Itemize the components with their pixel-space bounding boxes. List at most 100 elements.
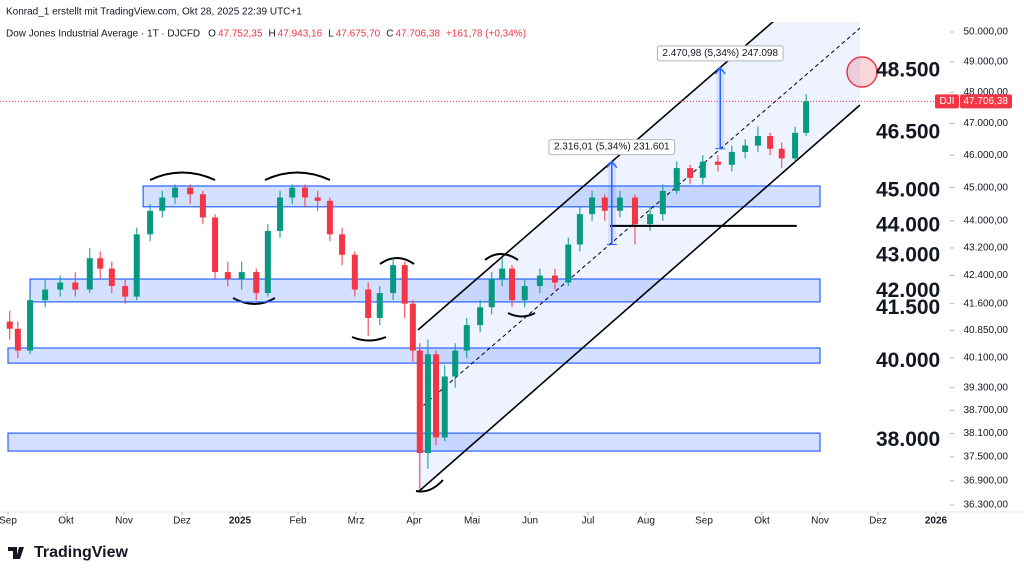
candle-body [631,197,638,225]
candle-body [589,197,596,215]
level-label: 42.000 [876,279,940,302]
candle-body [687,168,694,178]
measure-box [548,139,676,156]
y-tick-label: 39.300,00 [964,382,1009,393]
x-tick-label: Feb [289,516,307,527]
level-label: 43.000 [876,244,940,267]
arrow-head [714,66,726,75]
y-tick-label: 41.600,00 [964,298,1009,309]
candle-body [416,350,423,454]
logo: TradingView [8,544,129,561]
candle-body [199,194,206,218]
arc [351,336,387,342]
candle-body [536,275,543,287]
channel-fill [418,22,861,493]
candle-body [792,132,799,159]
x-tick-label: Sep [0,516,17,527]
ohlc-label: C [386,29,393,40]
candle-body [253,272,260,294]
x-tick-label: Jul [582,516,595,527]
candle-body [728,151,735,165]
candle-body [289,187,296,198]
candle-body [477,307,484,326]
candle-body [452,350,459,377]
y-tick-label: 40.850,00 [964,325,1009,336]
candle-body [238,272,245,280]
price-tag-text: 47.706,38 [964,96,1009,107]
candle-body [108,268,115,287]
arc [507,312,536,318]
level-label: 44.000 [876,213,940,236]
candle-body [742,145,749,152]
channel-lower [417,104,861,493]
measure-label: 2.470,98 (5,34%) 247.098 [662,48,778,59]
level-label: 38.000 [876,428,940,451]
candle-body [264,230,271,294]
symbol: Dow Jones Industrial Average · 1T · DJCF… [6,29,200,40]
candle-body [172,187,179,198]
candle-body [6,321,13,329]
channel-upper [417,22,774,331]
candle-body [803,101,810,133]
x-tick-label: Aug [637,516,655,527]
arc [379,257,415,265]
price-tag-symbol-text: DJI [940,96,955,107]
zone [29,278,821,303]
y-tick-label: 50.000,00 [964,27,1009,38]
x-tick-label: Apr [406,516,422,527]
candle-body [647,214,654,225]
y-tick-label: 43.200,00 [964,243,1009,254]
x-tick-label: Jun [522,516,538,527]
level-label: 48.500 [876,58,940,81]
candle-body [314,197,321,201]
candle-body [57,282,64,290]
y-tick-label: 49.000,00 [964,56,1009,67]
candle-body [14,328,21,351]
candle-body [659,190,666,215]
x-tick-label: Dez [173,516,191,527]
x-tick-label: Mrz [348,516,365,527]
arc [149,171,216,181]
candle-body [463,325,470,351]
y-tick-label: 37.500,00 [964,452,1009,463]
candle-body [390,265,397,294]
arc [232,297,276,305]
candle-body [441,376,448,438]
candle-body [767,136,774,149]
candle-body [433,354,440,438]
candle-body [601,197,608,211]
candle-body [551,275,558,283]
plot [0,22,945,493]
level-label: 40.000 [876,349,940,372]
candle-body [72,282,79,290]
candle-body [521,286,528,301]
price-tag-symbol [935,94,959,109]
y-tick-label: 46.000,00 [964,150,1009,161]
symbol-info: Dow Jones Industrial Average · 1T · DJCF… [6,29,526,40]
candle-body [212,217,219,273]
y-tick-label: 38.100,00 [964,428,1009,439]
y-tick-label: 40.100,00 [964,353,1009,364]
candle-body [778,148,785,159]
y-tick-label: 36.300,00 [964,500,1009,511]
ohlc-value: 47.943,16 [278,29,323,40]
level-label: 46.500 [876,120,940,143]
x-tick-label: Mai [464,516,480,527]
candle-body [133,234,140,297]
ohlc-label: H [268,29,275,40]
candle-body [224,272,231,280]
candle-body [565,244,572,283]
arc [264,171,331,181]
x-tick-label: Okt [58,516,74,527]
y-tick-label: 38.700,00 [964,405,1009,416]
candle-body [424,354,431,454]
x-tick-label: 2026 [925,516,948,527]
candle-body [576,214,583,245]
candle-body [376,293,383,318]
measure-label: 2.316,01 (5,34%) 231.601 [554,142,670,153]
level-label: 45.000 [876,178,940,201]
candle-body [499,268,506,280]
candle-body [159,197,166,211]
candle-body [326,200,333,235]
